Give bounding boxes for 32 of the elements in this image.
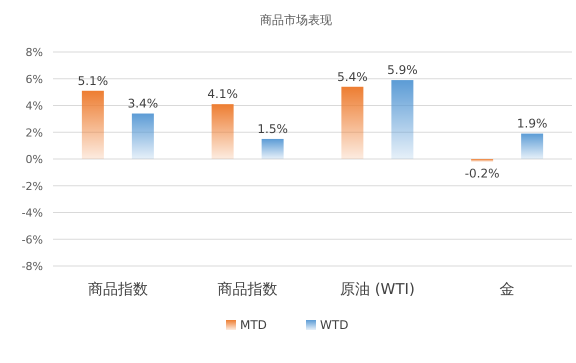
y-tick-label: -8% — [22, 260, 43, 273]
y-tick-label: 2% — [26, 126, 43, 140]
legend-label: MTD — [240, 318, 267, 332]
bar — [212, 104, 234, 159]
data-label: 4.1% — [207, 87, 238, 102]
data-label: 5.1% — [78, 74, 108, 88]
bar — [521, 134, 544, 159]
legend-label: WTD — [320, 318, 348, 332]
bar — [391, 80, 414, 159]
y-tick-label: 6% — [26, 72, 43, 86]
y-tick-label: 4% — [26, 100, 43, 112]
data-label: 5.4% — [337, 70, 368, 84]
y-tick-label: -6% — [22, 233, 43, 246]
x-tick-label: 商品指数 — [218, 280, 278, 298]
x-tick-label: 商品指数 — [88, 280, 148, 298]
y-tick-label: -2% — [22, 180, 43, 193]
data-label: 5.9% — [387, 63, 418, 78]
data-label: 1.5% — [257, 122, 288, 136]
bar — [82, 90, 104, 159]
bar — [262, 138, 284, 159]
data-label: -0.2% — [464, 166, 500, 181]
data-label: 1.9% — [516, 116, 548, 131]
data-label: 3.4% — [128, 96, 158, 111]
x-tick-label: 金 — [500, 280, 515, 298]
bar — [471, 159, 494, 162]
y-tick-label: 0% — [26, 153, 43, 166]
bar — [132, 114, 154, 159]
chart-title: 商品市场表现 — [260, 13, 332, 27]
y-tick-label: 8% — [26, 46, 43, 59]
bar — [341, 86, 364, 159]
y-tick-label: -4% — [22, 206, 43, 220]
x-tick-label: 原油 (WTI) — [340, 280, 415, 298]
